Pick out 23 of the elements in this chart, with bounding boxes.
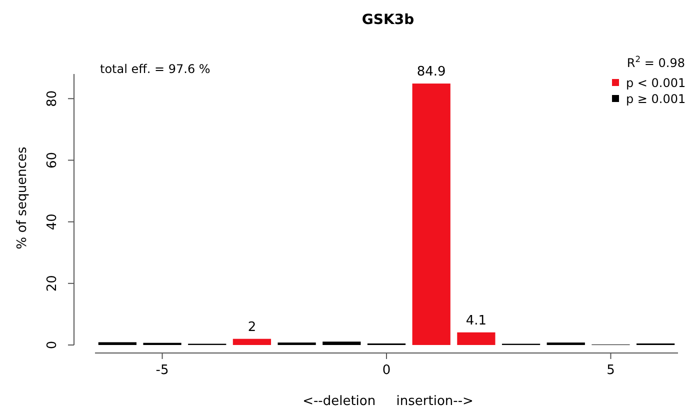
text: R$^{2}$ = 0.98 [626,54,685,70]
y-tick-label: 60 [45,152,60,168]
bar [412,84,450,345]
annotation: total eff. = 97.6 % [100,62,210,76]
bar [457,332,496,345]
bar [232,338,272,345]
bar [98,342,136,345]
legend-label: p ≥ 0.001 [626,92,686,106]
x-axis-title: <--deletion insertion--> [302,394,474,409]
legend-label: p < 0.001 [626,76,686,90]
x-tick-label: 5 [606,363,615,378]
y-tick-label: 20 [45,275,60,292]
y-tick-label: 80 [45,90,60,107]
y-tick-label: 0 [45,340,60,350]
y-axis-title: % of sequences [15,146,30,250]
x-tick-label: -5 [156,363,169,378]
bar [322,342,361,345]
data-label: 84.9 [416,64,446,80]
data-label: 2 [248,320,256,335]
y-tick-label: 40 [45,214,60,230]
chart-title: GSK3b [362,12,414,28]
data-label: 4.1 [466,313,487,328]
x-tick-label: 0 [382,363,391,378]
